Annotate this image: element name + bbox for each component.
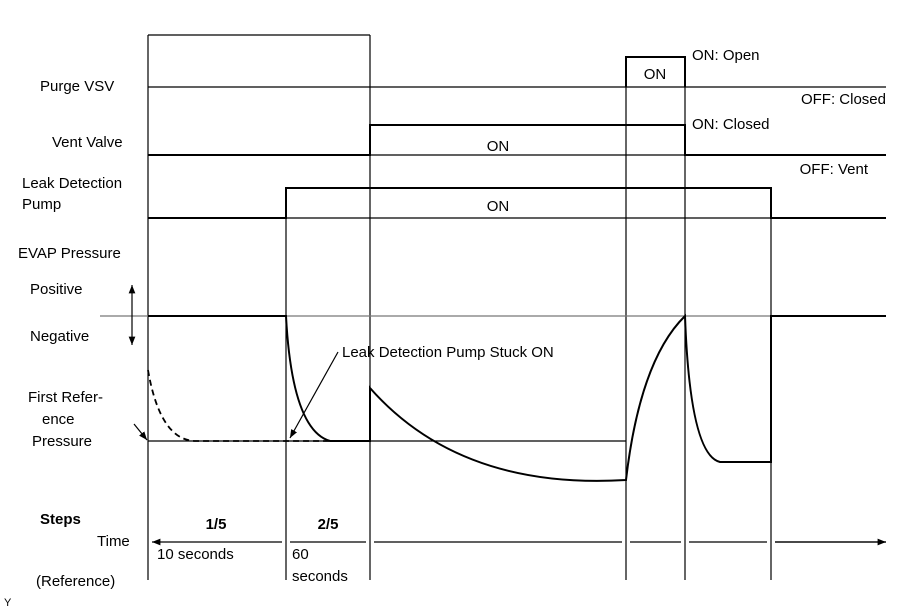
annotation: Leak Detection Pump Stuck ON (342, 344, 554, 361)
vent-valve (148, 124, 886, 156)
signal-label: Purge VSV (40, 78, 114, 95)
positive-label: Positive (30, 281, 83, 298)
duration-label: 10 seconds (157, 546, 234, 563)
negative-label: Negative (30, 328, 89, 345)
duration-label: 60 (292, 546, 309, 563)
duration-label: seconds (292, 568, 348, 585)
leak-pump (148, 187, 886, 219)
reference-label: ence (42, 411, 75, 428)
step-label: 1/5 (206, 516, 227, 533)
state-label: ON: Closed (692, 116, 770, 133)
steps-label: Steps (40, 511, 81, 528)
reference-label: Pressure (32, 433, 92, 450)
time-label: Time (97, 533, 130, 550)
on-label: ON (487, 198, 510, 215)
state-label: OFF: Vent (800, 161, 869, 178)
footer: Y (4, 597, 12, 609)
signal-label: Leak Detection (22, 175, 122, 192)
on-label: ON (487, 138, 510, 155)
state-label: OFF: Closed (801, 91, 886, 108)
purge-vsv (148, 56, 886, 88)
on-label: ON (644, 66, 667, 83)
frame (147, 34, 772, 580)
step-label: 2/5 (318, 516, 339, 533)
evap-pressure (100, 285, 886, 482)
reference-label: First Refer- (28, 389, 103, 406)
pressure-label: EVAP Pressure (18, 245, 121, 262)
signal-label: Pump (22, 196, 61, 213)
signal-label: Vent Valve (52, 134, 123, 151)
reference-time-label: (Reference) (36, 573, 115, 590)
state-label: ON: Open (692, 47, 760, 64)
